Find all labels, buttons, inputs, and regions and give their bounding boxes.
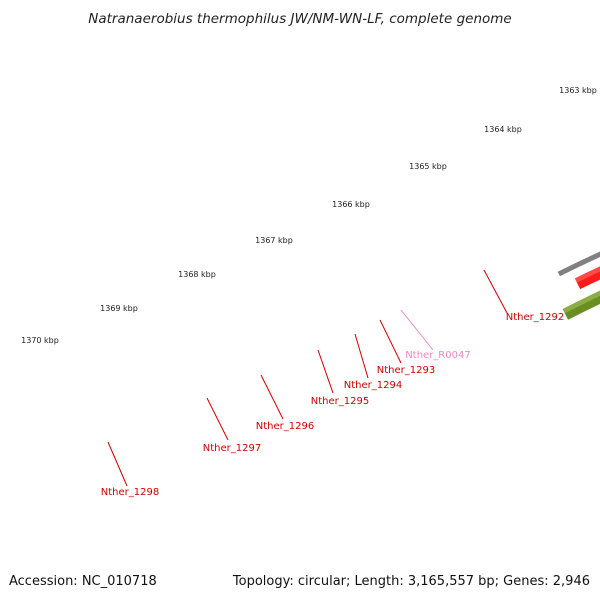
leader-line [317,349,334,394]
gene-label[interactable]: Nther_1297 [203,443,261,454]
leader-line [260,374,284,420]
scale-label: 1365 kbp [409,162,447,171]
accession-text: Accession: NC_010718 [9,574,157,589]
gene-label[interactable]: Nther_1298 [101,487,159,498]
scale-label: 1369 kbp [100,304,138,313]
leader-line [379,319,402,364]
genome-backbone [557,251,600,277]
leader-line [206,397,229,441]
leader-line [354,333,369,379]
scale-label: 1364 kbp [484,125,522,134]
gene-label[interactable]: Nther_1296 [256,421,314,432]
leader-line [107,441,128,487]
scale-label: 1363 kbp [559,86,597,95]
gene-label[interactable]: Nther_1295 [311,396,369,407]
gene-label[interactable]: Nther_1292 [506,312,564,323]
gene-feature-olive[interactable] [562,201,600,320]
map-title: Natranaerobius thermophilus JW/NM-WN-LF,… [88,11,511,27]
scale-label: 1370 kbp [21,336,59,345]
topology-text: Topology: circular; Length: 3,165,557 bp… [232,574,590,589]
gene-labels: Nther_1292 Nther_R0047 Nther_1293 Nther_129… [101,269,564,498]
gene-label[interactable]: Nther_1293 [377,365,435,376]
scale-label: 1367 kbp [255,236,293,245]
gene-label[interactable]: Nther_1294 [344,380,402,391]
backbone-line [557,251,600,277]
scale-label: 1368 kbp [178,270,216,279]
gene-feature-red[interactable] [574,195,600,290]
gene-label[interactable]: Nther_R0047 [405,350,470,361]
scale-labels: 1363 kbp 1364 kbp 1365 kbp 1366 kbp 1367 kbp… [21,86,597,345]
leader-line [483,269,508,314]
leader-line [400,309,434,351]
scale-label: 1366 kbp [332,200,370,209]
gene-features [562,195,600,320]
